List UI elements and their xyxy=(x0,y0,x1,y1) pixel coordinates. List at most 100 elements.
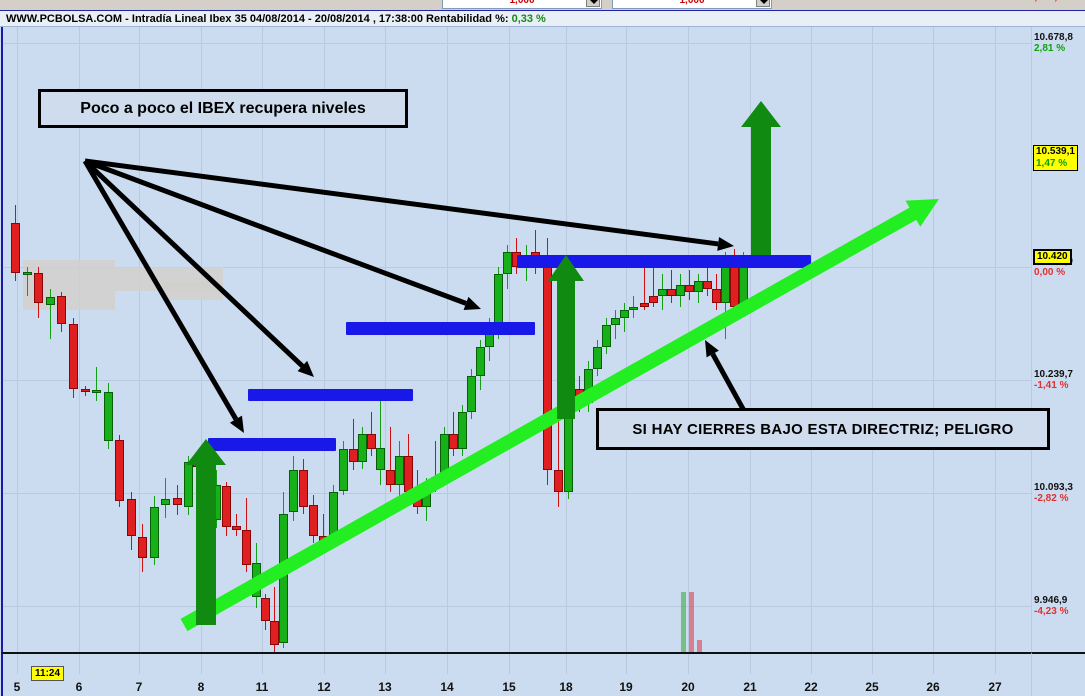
candlestick xyxy=(602,317,611,355)
time-tick-mark xyxy=(385,654,386,674)
candlestick xyxy=(629,295,638,318)
candle-body xyxy=(703,281,712,289)
price-axis-percent: -2,82 % xyxy=(1034,493,1069,504)
candlestick xyxy=(242,497,251,573)
time-tick-mark xyxy=(626,654,627,674)
gridline-vertical xyxy=(688,27,689,652)
min-value: 10.358,3 xyxy=(1004,0,1043,3)
price-axis-label: 9.946,9 -4,23 % xyxy=(1034,595,1068,617)
time-axis-tick: 6 xyxy=(75,680,83,694)
candle-body xyxy=(611,317,620,325)
candlestick xyxy=(593,339,602,376)
toolbar-combo-2[interactable]: 1,000 xyxy=(612,0,772,9)
min-pct: -0,40 % xyxy=(1046,0,1080,3)
toolbar-combo-1-value: 1,000 xyxy=(509,0,535,6)
price-axis-label: 10.678,8 2,81 % xyxy=(1034,32,1073,54)
badge-value: 10.420 xyxy=(1037,251,1068,262)
chevron-down-icon[interactable] xyxy=(586,0,600,7)
candle-body xyxy=(252,563,261,598)
candle-body xyxy=(81,388,90,392)
title-separator: - xyxy=(122,13,132,25)
callout-recovery: Poco a poco el IBEX recupera niveles xyxy=(38,89,408,128)
candlestick xyxy=(367,412,376,456)
candle-body xyxy=(127,499,136,536)
time-tick-mark xyxy=(688,654,689,674)
badge-percent: 1,47 % xyxy=(1036,158,1075,170)
price-axis-percent: 0,00 % xyxy=(1034,267,1066,278)
candlestick xyxy=(115,435,124,507)
gridline-vertical xyxy=(509,27,510,652)
candle-body xyxy=(319,535,328,542)
volume-bar xyxy=(689,592,694,652)
site-name: WWW.PCBOLSA.COM xyxy=(6,13,123,25)
candle-body xyxy=(422,484,431,507)
candlestick xyxy=(161,477,170,518)
time-axis-tick: 22 xyxy=(804,680,818,694)
time-axis-tick: 19 xyxy=(619,680,633,694)
toolbar-combo-1[interactable]: 1,000 xyxy=(442,0,602,9)
time-axis-tick: 8 xyxy=(197,680,205,694)
candle-body xyxy=(57,295,66,324)
time-axis[interactable]: 5 6 7 8 11 12 13 14 15 18 19 20 21 22 25 26 27 11:24 xyxy=(1,652,1031,696)
callout-danger-text: SI HAY CIERRES BAJO ESTA DIRECTRIZ; PELI… xyxy=(632,420,1014,438)
chevron-down-icon[interactable] xyxy=(756,0,770,7)
candlestick xyxy=(184,455,193,516)
candlestick xyxy=(449,412,458,456)
candlestick xyxy=(543,237,552,485)
candlestick xyxy=(467,368,476,420)
price-axis-percent: -1,41 % xyxy=(1034,380,1069,391)
price-axis[interactable]: 10.678,82,81 %10.386,00,00 %10.239,7-1,4… xyxy=(1031,27,1085,652)
candlestick xyxy=(685,270,694,300)
time-axis-tick: 13 xyxy=(378,680,392,694)
candle-body xyxy=(34,272,43,304)
time-tick-mark xyxy=(509,654,510,674)
toolbar-strip: 1,000 1,000 Mín: 10.358,3 -0,40 % xyxy=(0,0,1085,10)
candle-body xyxy=(431,477,440,485)
candle-body xyxy=(404,455,413,493)
candle-body xyxy=(349,448,358,462)
candle-body xyxy=(270,621,279,645)
time-tick-mark xyxy=(324,654,325,674)
price-axis-value: 10.678,8 xyxy=(1034,32,1073,43)
price-marker-badge[interactable]: 10.420 xyxy=(1033,249,1072,265)
min-price-readout: Mín: 10.358,3 -0,40 % xyxy=(980,0,1080,3)
time-tick-mark xyxy=(750,654,751,674)
candlestick xyxy=(431,441,440,493)
price-axis-value: 10.239,7 xyxy=(1034,369,1073,380)
time-axis-tick: 11 xyxy=(255,680,269,694)
candle-body xyxy=(46,297,55,305)
candlestick xyxy=(46,288,55,340)
candle-body xyxy=(413,492,422,507)
candle-body xyxy=(202,468,211,520)
gridline-horizontal xyxy=(3,606,1033,607)
candle-body xyxy=(620,310,629,318)
candle-body xyxy=(467,375,476,413)
candlestick xyxy=(309,495,318,543)
candle-body xyxy=(476,346,485,376)
candle-body xyxy=(494,274,503,325)
candle-body xyxy=(503,252,512,275)
candlestick xyxy=(261,593,270,631)
gridline-vertical xyxy=(995,27,996,652)
candlestick xyxy=(358,426,367,469)
time-cursor-badge[interactable]: 11:24 xyxy=(31,666,65,681)
price-marker-badge[interactable]: 10.539,1 1,47 % xyxy=(1033,145,1078,171)
candle-wick xyxy=(323,513,324,551)
resistance-level xyxy=(208,438,336,451)
candle-body xyxy=(104,391,113,442)
candlestick xyxy=(69,317,78,398)
price-axis-label: 10.093,3 -2,82 % xyxy=(1034,482,1073,504)
candle-wick xyxy=(624,303,625,333)
candlestick xyxy=(575,375,584,413)
resistance-level xyxy=(346,322,535,335)
candle-wick xyxy=(50,288,51,340)
candle-body xyxy=(458,412,467,449)
gridline-horizontal xyxy=(3,380,1033,381)
gridline-vertical xyxy=(872,27,873,652)
gridline-horizontal xyxy=(3,493,1033,494)
candlestick xyxy=(554,368,563,507)
badge-value: 10.539,1 xyxy=(1036,146,1075,157)
candlestick xyxy=(395,441,404,507)
candlestick xyxy=(212,470,221,529)
return-percent: 0,33 % xyxy=(511,13,546,25)
